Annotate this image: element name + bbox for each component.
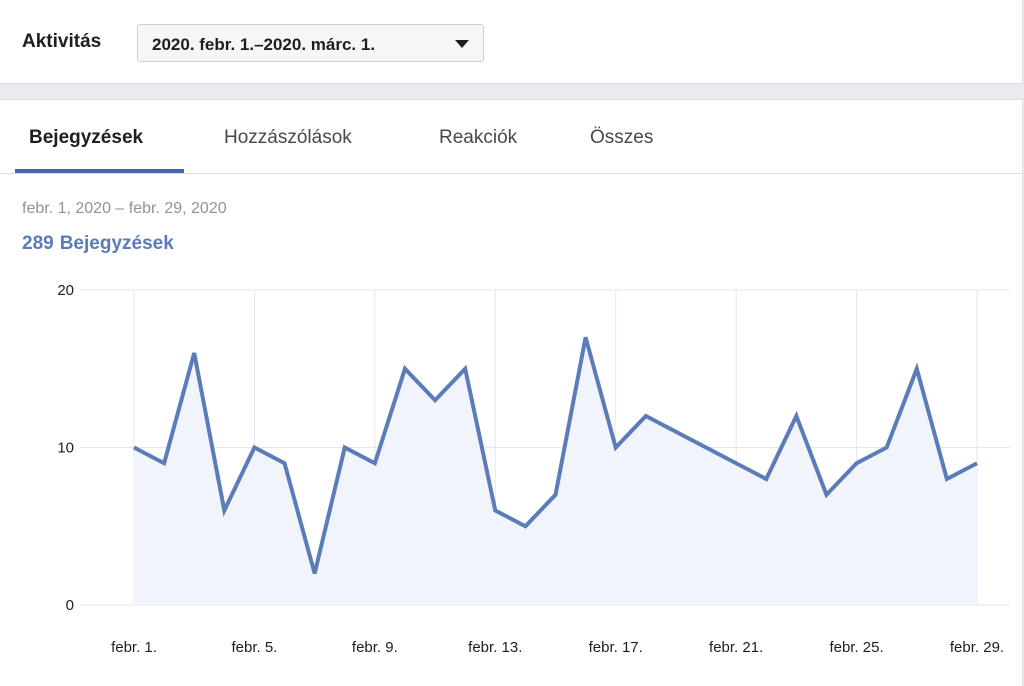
series-area-fill [134, 337, 977, 605]
page-title: Aktivitás [22, 31, 102, 52]
y-tick-label-0: 0 [66, 597, 74, 614]
y-tick-label-2: 20 [57, 282, 74, 299]
summary-metric: Bejegyzések [59, 233, 174, 254]
summary-total: 289 Bejegyzések [22, 233, 180, 255]
active-tab-indicator [15, 169, 184, 173]
x-tick-label-4: febr. 17. [589, 639, 643, 656]
x-tick-label-3: febr. 13. [468, 639, 522, 656]
caret-down-icon [455, 40, 469, 48]
date-range-select-label: 2020. febr. 1.–2020. márc. 1. [152, 35, 376, 54]
summary-count: 289 [22, 233, 54, 254]
metric-tabs: Bejegyzések Hozzászólások Reakciók Össze… [0, 100, 1022, 174]
activity-header-card: Aktivitás 2020. febr. 1.–2020. márc. 1. [0, 0, 1023, 84]
x-tick-label-2: febr. 9. [352, 639, 398, 656]
x-tick-label-6: febr. 25. [829, 639, 883, 656]
y-tick-label-1: 10 [57, 440, 74, 457]
tab-all[interactable]: Összes [590, 127, 654, 148]
x-tick-label-5: febr. 21. [709, 639, 763, 656]
tab-reactions[interactable]: Reakciók [439, 127, 518, 148]
x-tick-label-7: febr. 29. [950, 639, 1004, 656]
x-tick-label-1: febr. 5. [231, 639, 277, 656]
series-line [133, 336, 978, 575]
tab-comments[interactable]: Hozzászólások [224, 127, 352, 148]
summary-date-range: febr. 1, 2020 – febr. 29, 2020 [22, 200, 227, 217]
y-axis-ticks: 0 10 20 [57, 282, 74, 614]
tab-posts[interactable]: Bejegyzések [29, 127, 144, 148]
x-tick-label-0: febr. 1. [111, 639, 157, 656]
x-axis-ticks: febr. 1. febr. 5. febr. 9. febr. 13. febr. 1… [111, 639, 1004, 656]
date-range-select[interactable]: 2020. febr. 1.–2020. márc. 1. [137, 24, 484, 62]
